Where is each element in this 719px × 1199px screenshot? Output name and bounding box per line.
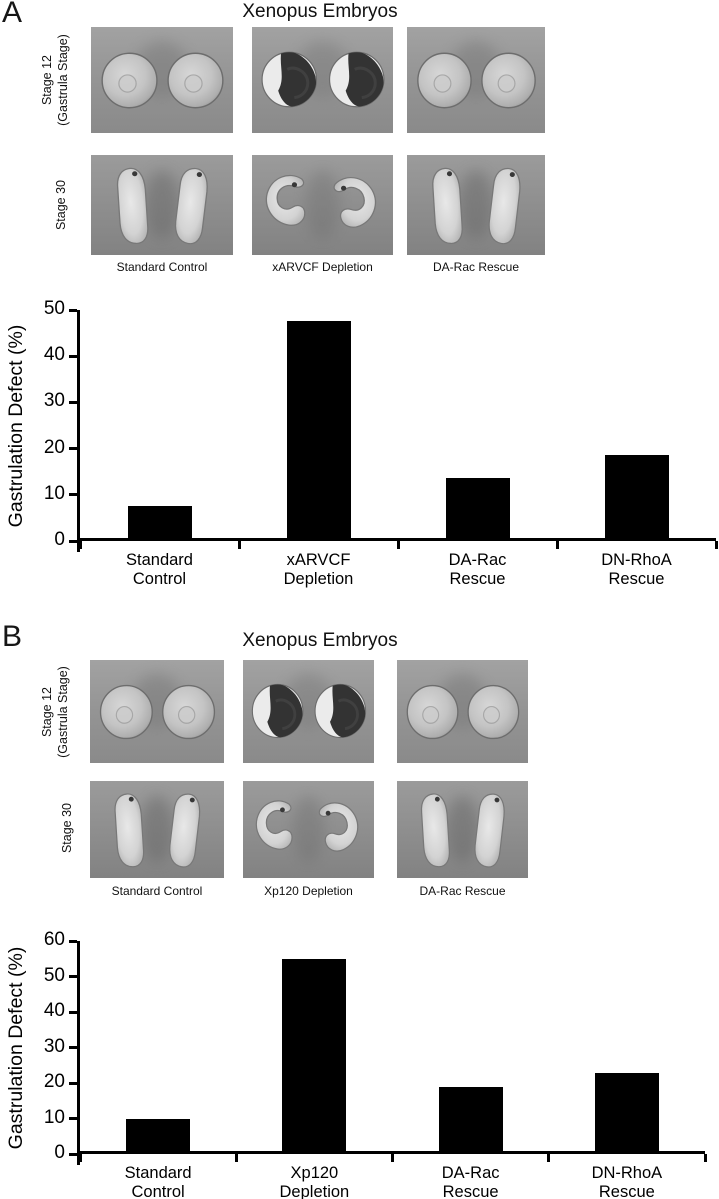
y-tick <box>69 493 77 497</box>
y-tick <box>69 1081 77 1085</box>
panel-a-letter: A <box>2 0 23 29</box>
panel-a-row-label-stage12: Stage 12 (Gastrula Stage) <box>40 0 72 160</box>
x-tick <box>237 541 241 549</box>
x-tick <box>547 1154 551 1162</box>
y-tick <box>69 939 77 943</box>
x-axis-line <box>77 1151 705 1154</box>
panel-b-caption-rescue: DA-Rac Rescue <box>419 884 506 898</box>
x-tick <box>703 1154 707 1162</box>
embryo-photo-b-stage30-rescue <box>397 781 528 878</box>
embryo-photo-b-stage12-depletion <box>243 660 374 763</box>
x-axis-line <box>77 538 716 541</box>
x-category-label-standard-control: Standard Control <box>124 1164 192 1199</box>
bar-da-rac-rescue <box>438 1087 503 1151</box>
bar-chart-a: 0 10 20 30 40 50 Standard Control xARVCF Deplet… <box>0 298 719 600</box>
x-category-label-xp120-depletion: Xp120 Depletion <box>279 1164 350 1199</box>
y-tick <box>69 308 77 312</box>
embryo-photo-b-stage30-control <box>90 781 224 878</box>
y-tick-label: 0 <box>54 529 65 550</box>
bar-dn-rhoa-rescue <box>594 1072 659 1151</box>
embryo-photo-a-stage30-depletion <box>252 155 393 255</box>
x-tick <box>396 541 400 549</box>
x-tick <box>234 1154 238 1162</box>
y-tick-label: 10 <box>43 482 65 504</box>
y-tick-label: 30 <box>43 1035 65 1057</box>
bar-xp120-depletion <box>282 959 347 1151</box>
embryo-photo-a-stage12-depletion <box>252 27 393 133</box>
y-tick-label: 30 <box>43 390 65 412</box>
y-tick <box>69 354 77 358</box>
y-tick-label: 40 <box>43 1000 65 1021</box>
embryo-photo-b-stage12-control <box>90 660 224 763</box>
panel-a-caption-depletion: xARVCF Depletion <box>272 260 373 274</box>
embryo-photo-b-stage30-depletion <box>243 781 374 878</box>
panel-b-caption-depletion: Xp120 Depletion <box>264 884 353 898</box>
embryo-photo-a-stage30-rescue <box>407 155 545 255</box>
embryo-photo-a-stage30-control <box>91 155 233 255</box>
y-axis-line <box>77 310 80 552</box>
y-axis-title: Gastrulation Defect (%) <box>5 946 27 1149</box>
y-tick-label: 40 <box>43 344 65 366</box>
x-category-label-standard-control: Standard Control <box>126 551 193 588</box>
y-tick-label: 60 <box>43 929 65 950</box>
x-tick <box>555 541 559 549</box>
x-tick <box>391 1154 394 1162</box>
stage12-line2: (Gastrula Stage) <box>55 34 70 126</box>
bar-standard-control <box>126 1119 191 1151</box>
panel-a-title: Xenopus Embryos <box>242 1 398 22</box>
panel-b-row-label-stage30: Stage 30 <box>60 768 76 888</box>
y-tick-label: 20 <box>43 436 65 458</box>
bar-standard-control <box>127 505 192 538</box>
y-tick <box>69 1117 77 1120</box>
y-tick <box>69 1152 77 1156</box>
y-axis-title: Gastrulation Defect (%) <box>5 324 27 527</box>
panel-b-letter: B <box>2 620 23 653</box>
x-category-label-da-rac-rescue: DA-Rac Rescue <box>441 1164 500 1199</box>
embryo-photo-b-stage12-rescue <box>397 660 528 763</box>
y-tick-label: 20 <box>43 1071 65 1092</box>
stage30-line1: Stage 30 <box>60 802 74 854</box>
bar-da-rac-rescue <box>445 477 510 538</box>
y-axis-line <box>77 941 80 1165</box>
stage12-line1: Stage 12 <box>40 686 54 738</box>
x-tick <box>78 1154 82 1162</box>
y-tick-label: 50 <box>43 964 65 986</box>
panel-a-caption-control: Standard Control <box>116 260 208 274</box>
x-tick <box>714 541 718 549</box>
embryo-photo-a-stage12-control <box>91 27 233 133</box>
stage30-line1: Stage 30 <box>54 179 68 231</box>
y-tick <box>69 975 77 978</box>
y-tick <box>69 447 77 451</box>
embryo-photo-a-stage12-rescue <box>407 27 545 133</box>
y-tick-label: 0 <box>54 1142 65 1163</box>
bar-dn-rhoa-rescue <box>604 454 669 538</box>
x-category-label-dn-rhoa-rescue: DN-RhoA Rescue <box>601 551 672 588</box>
y-tick-label: 50 <box>43 298 65 319</box>
y-tick-label: 10 <box>43 1106 65 1128</box>
panel-a-caption-rescue: DA-Rac Rescue <box>432 260 520 274</box>
stage12-line1: Stage 12 <box>40 54 54 106</box>
y-tick <box>69 1010 77 1014</box>
x-category-label-da-rac-rescue: DA-Rac Rescue <box>448 551 507 588</box>
panel-a-row-label-stage30: Stage 30 <box>54 145 70 265</box>
x-tick <box>78 541 82 549</box>
y-tick <box>69 400 77 404</box>
bar-chart-b: 0 10 20 30 40 50 60 Standard Control Xp120 Deple… <box>0 929 719 1199</box>
x-category-label-dn-rhoa-rescue: DN-RhoA Rescue <box>591 1164 663 1199</box>
y-tick <box>69 539 77 543</box>
panel-b-caption-control: Standard Control <box>111 884 203 898</box>
y-tick <box>69 1046 77 1049</box>
x-category-label-xarvcf-depletion: xARVCF Depletion <box>283 551 354 588</box>
panel-b-title: Xenopus Embryos <box>242 630 398 651</box>
bar-xarvcf-depletion <box>286 320 351 538</box>
